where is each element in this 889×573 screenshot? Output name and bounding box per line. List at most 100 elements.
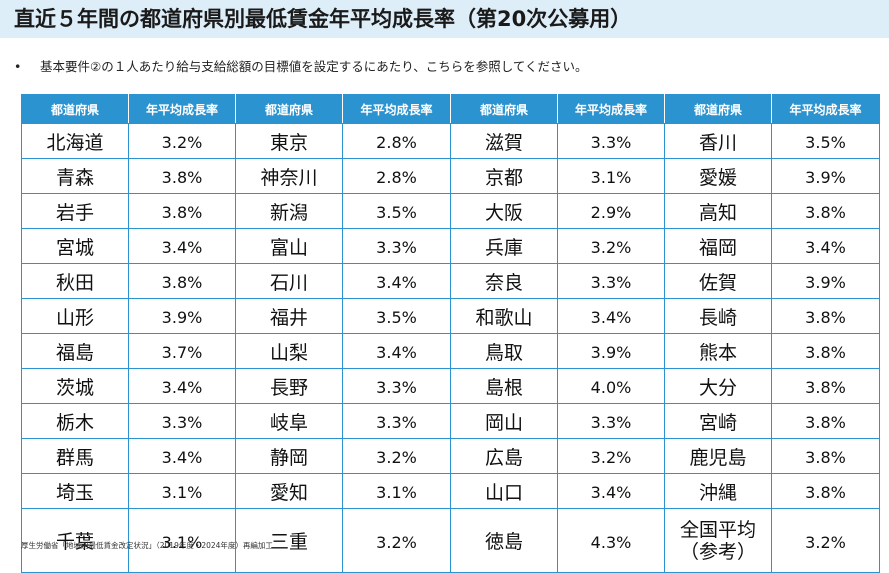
table-row: 岩手 3.8% 新潟 3.5% 大阪 2.9% 高知 3.8% — [21, 193, 880, 229]
rate-cell: 3.3% — [557, 263, 665, 299]
source-citation: 厚生労働省「地域別最低賃金改定状況」（2019年度・2024年度）再編加工 — [21, 541, 273, 550]
prefecture-cell: 北海道 — [21, 123, 129, 159]
rate-cell: 3.4% — [128, 438, 236, 474]
national-rate-cell: 3.2% — [771, 508, 880, 573]
prefecture-cell: 宮城 — [21, 228, 129, 264]
prefecture-cell: 広島 — [450, 438, 558, 474]
header-prefecture: 都道府県 — [235, 94, 343, 124]
rate-cell: 3.1% — [342, 473, 451, 509]
rate-cell: 3.4% — [342, 263, 451, 299]
rate-cell: 3.8% — [128, 158, 236, 194]
growth-rate-table: 都道府県 年平均成長率 都道府県 年平均成長率 都道府県 年平均成長率 都道府県… — [21, 94, 880, 573]
rate-cell: 3.9% — [128, 298, 236, 334]
rate-cell: 3.8% — [128, 263, 236, 299]
prefecture-cell: 埼玉 — [21, 473, 129, 509]
prefecture-cell: 青森 — [21, 158, 129, 194]
rate-cell: 3.8% — [771, 403, 880, 439]
rate-cell: 2.9% — [557, 193, 665, 229]
national-average-label: 全国平均 — [679, 518, 756, 541]
prefecture-cell: 茨城 — [21, 368, 129, 404]
rate-cell: 3.4% — [557, 473, 665, 509]
header-prefecture: 都道府県 — [450, 94, 558, 124]
rate-cell: 3.8% — [771, 368, 880, 404]
table-row: 群馬 3.4% 静岡 3.2% 広島 3.2% 鹿児島 3.8% — [21, 438, 880, 474]
rate-cell: 3.9% — [557, 333, 665, 369]
table-row: 埼玉 3.1% 愛知 3.1% 山口 3.4% 沖縄 3.8% — [21, 473, 880, 509]
rate-cell: 3.2% — [557, 228, 665, 264]
prefecture-cell: 沖縄 — [664, 473, 772, 509]
rate-cell: 3.4% — [557, 298, 665, 334]
prefecture-cell: 神奈川 — [235, 158, 343, 194]
rate-cell: 3.8% — [771, 473, 880, 509]
table-row: 宮城 3.4% 富山 3.3% 兵庫 3.2% 福岡 3.4% — [21, 228, 880, 264]
prefecture-cell: 山梨 — [235, 333, 343, 369]
rate-cell: 3.8% — [771, 438, 880, 474]
prefecture-cell: 岩手 — [21, 193, 129, 229]
reference-label: （参考） — [679, 540, 756, 563]
rate-cell: 3.4% — [128, 228, 236, 264]
prefecture-cell: 和歌山 — [450, 298, 558, 334]
rate-cell: 3.8% — [771, 193, 880, 229]
prefecture-cell: 奈良 — [450, 263, 558, 299]
prefecture-cell: 兵庫 — [450, 228, 558, 264]
rate-cell: 3.4% — [128, 368, 236, 404]
title-band: 直近５年間の都道府県別最低賃金年平均成長率（第20次公募用） — [0, 0, 889, 38]
header-growth-rate: 年平均成長率 — [557, 94, 665, 124]
header-growth-rate: 年平均成長率 — [771, 94, 880, 124]
prefecture-cell: 高知 — [664, 193, 772, 229]
table-row: 栃木 3.3% 岐阜 3.3% 岡山 3.3% 宮崎 3.8% — [21, 403, 880, 439]
rate-cell: 3.3% — [342, 368, 451, 404]
prefecture-cell: 群馬 — [21, 438, 129, 474]
prefecture-cell: 栃木 — [21, 403, 129, 439]
header-prefecture: 都道府県 — [664, 94, 772, 124]
rate-cell: 3.3% — [557, 123, 665, 159]
prefecture-cell: 熊本 — [664, 333, 772, 369]
table-row: 福島 3.7% 山梨 3.4% 鳥取 3.9% 熊本 3.8% — [21, 333, 880, 369]
header-growth-rate: 年平均成長率 — [128, 94, 236, 124]
prefecture-cell: 福島 — [21, 333, 129, 369]
header-growth-rate: 年平均成長率 — [342, 94, 451, 124]
rate-cell: 3.5% — [342, 298, 451, 334]
prefecture-cell: 石川 — [235, 263, 343, 299]
prefecture-cell: 東京 — [235, 123, 343, 159]
rate-cell: 3.2% — [128, 123, 236, 159]
table-header-row: 都道府県 年平均成長率 都道府県 年平均成長率 都道府県 年平均成長率 都道府県… — [21, 94, 880, 124]
rate-cell: 3.8% — [771, 298, 880, 334]
prefecture-cell: 富山 — [235, 228, 343, 264]
rate-cell: 3.1% — [128, 473, 236, 509]
rate-cell: 3.7% — [128, 333, 236, 369]
table-row: 秋田 3.8% 石川 3.4% 奈良 3.3% 佐賀 3.9% — [21, 263, 880, 299]
prefecture-cell: 静岡 — [235, 438, 343, 474]
rate-cell: 3.2% — [557, 438, 665, 474]
instruction-note: • 基本要件②の１人あたり給与支給総額の目標値を設定するにあたり、こちらを参照して… — [14, 56, 587, 75]
prefecture-cell: 岡山 — [450, 403, 558, 439]
prefecture-cell: 長崎 — [664, 298, 772, 334]
table-row: 茨城 3.4% 長野 3.3% 島根 4.0% 大分 3.8% — [21, 368, 880, 404]
prefecture-cell: 香川 — [664, 123, 772, 159]
rate-cell: 3.4% — [771, 228, 880, 264]
rate-cell: 3.1% — [557, 158, 665, 194]
prefecture-cell: 新潟 — [235, 193, 343, 229]
rate-cell: 4.0% — [557, 368, 665, 404]
prefecture-cell: 大阪 — [450, 193, 558, 229]
rate-cell: 3.3% — [557, 403, 665, 439]
rate-cell: 3.5% — [771, 123, 880, 159]
prefecture-cell: 宮崎 — [664, 403, 772, 439]
rate-cell: 3.2% — [342, 438, 451, 474]
rate-cell: 3.9% — [771, 263, 880, 299]
prefecture-cell: 大分 — [664, 368, 772, 404]
rate-cell: 3.8% — [771, 333, 880, 369]
page-title: 直近５年間の都道府県別最低賃金年平均成長率（第20次公募用） — [14, 7, 632, 31]
prefecture-cell: 山形 — [21, 298, 129, 334]
prefecture-cell: 愛知 — [235, 473, 343, 509]
prefecture-cell: 岐阜 — [235, 403, 343, 439]
prefecture-cell: 福岡 — [664, 228, 772, 264]
rate-cell: 3.3% — [342, 403, 451, 439]
prefecture-cell: 長野 — [235, 368, 343, 404]
table-row: 青森 3.8% 神奈川 2.8% 京都 3.1% 愛媛 3.9% — [21, 158, 880, 194]
prefecture-cell: 徳島 — [450, 508, 558, 573]
rate-cell: 3.3% — [342, 228, 451, 264]
rate-cell: 3.4% — [342, 333, 451, 369]
prefecture-cell: 鹿児島 — [664, 438, 772, 474]
rate-cell: 2.8% — [342, 123, 451, 159]
